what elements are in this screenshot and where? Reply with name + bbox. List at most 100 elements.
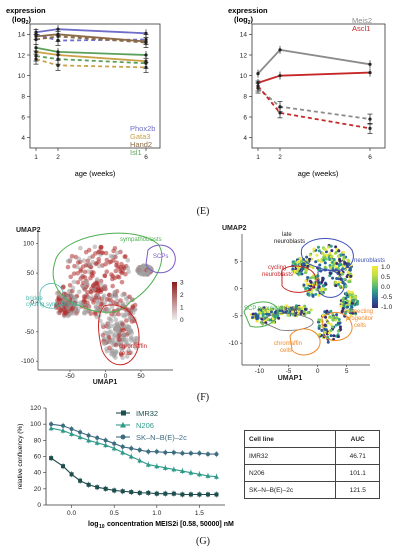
data-point — [205, 473, 211, 478]
umap-point — [103, 250, 109, 256]
umap-point — [113, 351, 118, 356]
umap-point — [121, 332, 127, 337]
umap-point — [334, 245, 338, 249]
umap-point — [327, 245, 331, 249]
umap-point — [82, 275, 88, 280]
umap-point — [349, 274, 353, 278]
panel-label-f: (F) — [196, 392, 210, 403]
umap-point — [331, 276, 335, 280]
umap-point — [115, 250, 120, 256]
data-point — [146, 490, 151, 495]
x-tick-label: 6 — [368, 154, 372, 161]
umap-point — [292, 306, 296, 310]
e-left-ylabel: expression — [6, 6, 46, 15]
umap-point — [326, 340, 330, 344]
y-axis-label: relative confluency (%) — [17, 424, 24, 490]
umap-point — [126, 347, 131, 353]
umap-point — [123, 254, 128, 259]
umap-point — [126, 269, 131, 275]
umap-point — [341, 272, 345, 276]
cluster-outline — [243, 301, 279, 328]
data-point — [56, 63, 60, 67]
umap-point — [112, 327, 118, 332]
umap-point — [306, 311, 310, 315]
umap-point — [111, 332, 116, 337]
cluster-outline — [317, 269, 345, 298]
y-tick-label: 60 — [34, 454, 42, 461]
y-tick-label: 14 — [240, 32, 248, 39]
umap-point — [331, 263, 335, 267]
umap-point — [106, 325, 111, 330]
y-tick-label: 100 — [23, 241, 34, 248]
umap-point — [316, 245, 320, 249]
umap-point — [128, 328, 134, 333]
data-point — [34, 46, 38, 50]
umap-point — [95, 300, 100, 305]
umap-point — [93, 311, 98, 317]
x-tick-label: 1 — [34, 154, 38, 161]
data-point — [171, 450, 176, 455]
data-point — [368, 126, 372, 130]
umap-point — [351, 311, 355, 315]
umap-point — [261, 312, 265, 316]
umap-point — [306, 264, 310, 268]
data-point — [120, 444, 125, 449]
data-point — [111, 445, 117, 451]
umap-point — [102, 285, 107, 290]
cluster-outline — [289, 328, 321, 356]
umap-point — [337, 249, 341, 253]
umap-point — [322, 255, 326, 259]
umap-point — [87, 262, 93, 268]
x-axis-label: concentration MEIS2i [0.58, 50000] nM — [107, 521, 234, 528]
annotation-label: cells — [119, 351, 131, 357]
data-point — [196, 471, 202, 477]
data-point — [144, 31, 148, 35]
umap-point — [68, 274, 74, 280]
umap-point — [69, 253, 75, 259]
annotation-label: SCP population — [244, 306, 286, 312]
umap-point — [355, 302, 359, 306]
umap-point — [117, 332, 122, 338]
umap-point — [100, 332, 106, 338]
e-left-xlabel: age (weeks) — [75, 169, 116, 178]
f-left-xlabel: UMAP1 — [93, 379, 118, 386]
data-point — [48, 425, 54, 431]
annotation-label: cells — [280, 348, 292, 354]
umap-point — [256, 316, 260, 320]
umap-point — [318, 332, 322, 336]
umap-point — [90, 273, 95, 279]
umap-point — [86, 295, 92, 301]
umap-point — [349, 307, 353, 311]
umap-point — [340, 310, 344, 314]
umap-point — [108, 253, 114, 259]
umap-point — [70, 311, 76, 316]
cluster-outline — [39, 283, 65, 309]
umap-point — [86, 269, 91, 274]
umap-point — [324, 282, 328, 286]
data-point — [94, 440, 100, 445]
data-point — [86, 437, 92, 443]
umap-point — [121, 327, 126, 333]
umap-point — [335, 316, 339, 320]
umap-point — [338, 284, 342, 288]
umap-point — [341, 253, 345, 257]
x-tick-label: 2 — [56, 154, 60, 161]
legend-entry: Isl1 — [130, 148, 142, 157]
umap-point — [273, 314, 277, 318]
umap-point — [325, 309, 329, 313]
y-tick-label: 10 — [18, 73, 26, 80]
data-point — [137, 458, 143, 463]
umap-point — [300, 263, 304, 267]
umap-point — [318, 263, 322, 267]
umap-point — [337, 277, 341, 281]
umap-point — [141, 271, 147, 277]
umap-point — [145, 268, 151, 274]
y-tick-label: 100 — [30, 421, 41, 428]
data-point — [154, 449, 159, 454]
umap-point — [317, 249, 321, 253]
data-point — [77, 434, 83, 440]
umap-point — [347, 262, 351, 266]
umap-point — [332, 334, 336, 338]
x-axis-label: log — [88, 521, 99, 528]
